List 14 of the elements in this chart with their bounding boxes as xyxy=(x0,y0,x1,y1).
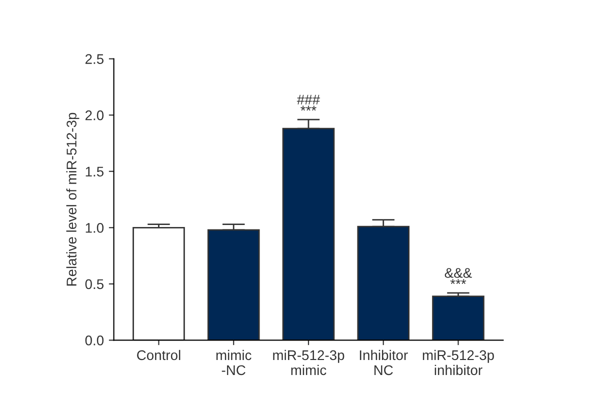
y-tick-label: 1.0 xyxy=(86,222,104,233)
x-tick-label: miR-512-3p mimic xyxy=(273,350,344,376)
x-tick-label: mimic -NC xyxy=(216,350,252,376)
y-tick-label: 0.0 xyxy=(85,336,104,346)
x-tick-label: Inhibitor NC xyxy=(360,350,408,376)
y-tick-label: 2.0 xyxy=(85,110,104,120)
y-tick-label: 2.5 xyxy=(85,54,104,64)
y-axis-title: Relative level of miR-512-3p xyxy=(66,112,80,286)
x-tick-label: miR-512-3p inhibitor xyxy=(422,350,494,376)
annotation: ### *** xyxy=(296,94,320,111)
y-tick-label: 1.5 xyxy=(86,166,104,177)
annotation: &&& *** xyxy=(444,268,472,284)
x-tick-label: Control xyxy=(137,350,180,360)
y-tick-label: 0.5 xyxy=(85,279,104,290)
